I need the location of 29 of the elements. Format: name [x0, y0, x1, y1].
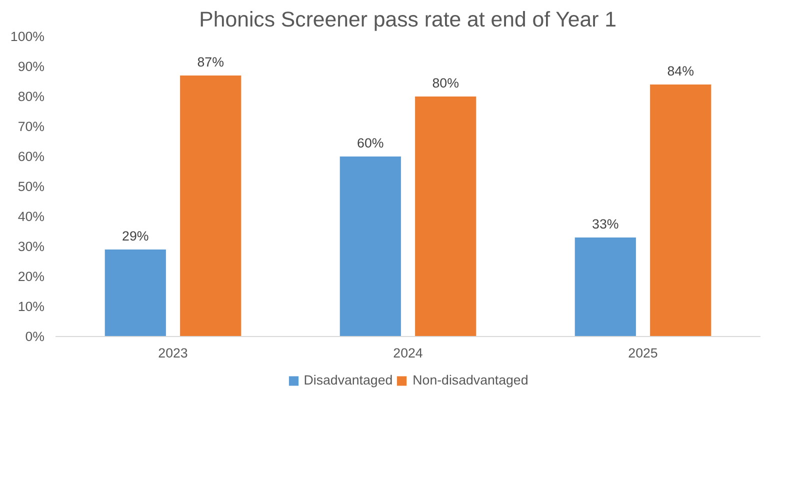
data-label: 29%: [122, 228, 149, 244]
y-tick-label: 50%: [18, 179, 45, 194]
data-label: 87%: [197, 54, 224, 70]
bar: [650, 84, 712, 336]
x-tick-label: 2023: [158, 346, 188, 360]
bar: [574, 238, 636, 336]
data-label: 80%: [432, 76, 460, 90]
y-tick-label: 30%: [18, 239, 45, 254]
y-tick-label: 0%: [25, 329, 45, 344]
x-tick-label: 2024: [393, 346, 424, 360]
x-tick-label: 2025: [628, 346, 658, 360]
y-tick-label: 70%: [18, 119, 45, 134]
legend-label: Disadvantaged: [304, 372, 393, 388]
y-tick-label: 40%: [18, 209, 45, 224]
legend-label: Non-disadvantaged: [412, 372, 528, 388]
bar: [340, 156, 401, 336]
y-tick-label: 10%: [18, 299, 45, 314]
y-tick-label: 80%: [18, 89, 45, 104]
chart-title: Phonics Screener pass rate at end of Year 1: [199, 8, 616, 32]
y-tick-label: 90%: [18, 59, 45, 74]
y-tick-label: 100%: [10, 29, 45, 44]
data-label: 60%: [357, 136, 384, 150]
data-label: 84%: [667, 64, 694, 78]
bar: [104, 250, 166, 336]
y-tick-label: 60%: [18, 149, 45, 164]
bar: [180, 76, 242, 336]
bar: [415, 96, 476, 336]
data-label: 33%: [592, 216, 619, 232]
y-tick-label: 20%: [18, 269, 45, 284]
